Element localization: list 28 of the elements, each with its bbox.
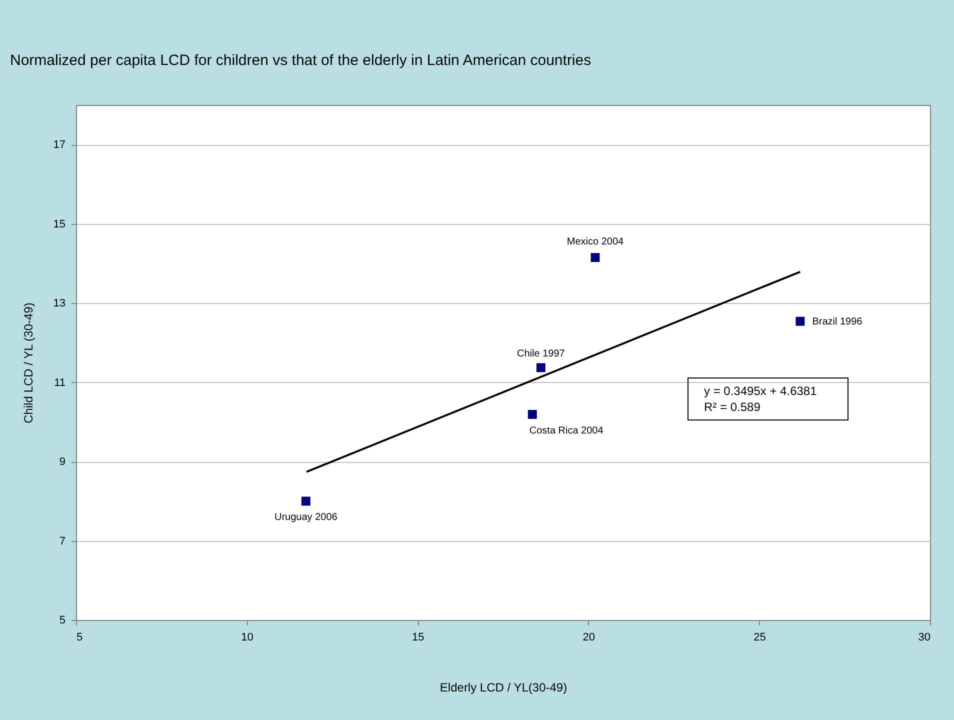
annotation: y = 0.3495x + 4.6381 [704, 384, 818, 398]
y-tick-label: 11 [54, 376, 66, 389]
y-tick-label: 13 [53, 298, 66, 310]
annotation: R² = 0.589 [704, 400, 761, 414]
point [301, 496, 310, 506]
point [796, 316, 805, 326]
annotation: Mexico 2004 [566, 236, 624, 248]
x-tick-label: 10 [241, 632, 254, 644]
chart-title: Normalized per capita LCD for children vs that of the elderly in Latin American countries [10, 52, 592, 69]
annotation: Uruguay 2006 [274, 512, 338, 524]
y-tick-label: 17 [53, 139, 66, 152]
y-tick-label: 9 [59, 456, 66, 468]
annotation: Chile 1997 [517, 348, 566, 360]
x-tick-label: 5 [76, 632, 83, 644]
x-axis-title: Elderly LCD / YL(30-49) [440, 680, 568, 694]
x-tick-label: 20 [582, 632, 596, 644]
y-tick-label: 15 [53, 218, 66, 230]
y-tick-label: 7 [59, 535, 66, 548]
annotation: Brazil 1996 [812, 316, 863, 328]
point [590, 253, 600, 262]
point [528, 410, 537, 419]
annotation: Costa Rica 2004 [529, 425, 604, 436]
point [536, 363, 546, 372]
y-axis-title: Child LCD / YL (30-49) [21, 302, 36, 424]
y-tick-label: 5 [59, 614, 66, 626]
x-tick-label: 15 [412, 632, 424, 644]
x-tick-label: 25 [754, 632, 766, 644]
x-tick-label: 30 [918, 632, 930, 644]
